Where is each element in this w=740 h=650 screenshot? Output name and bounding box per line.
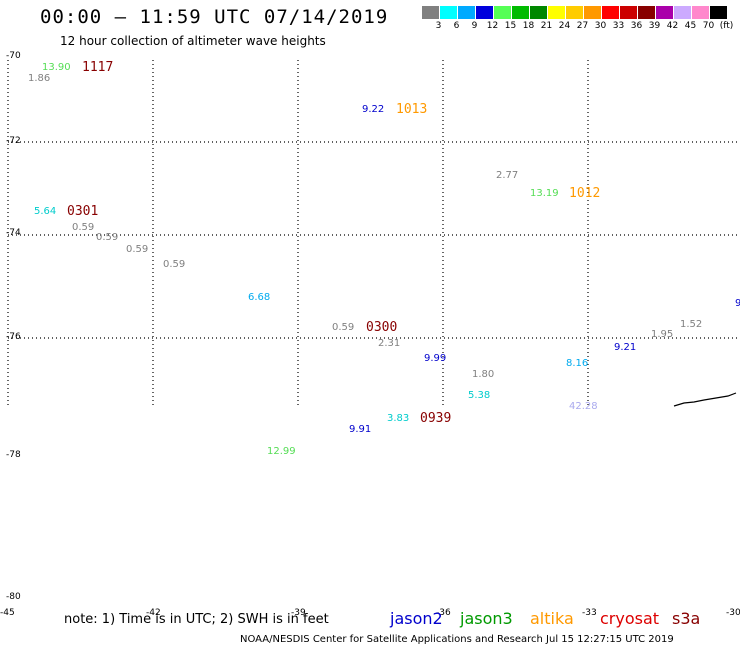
colorbar-swatch [566,6,583,19]
colorbar-swatch [458,6,475,19]
colorbar-swatch [710,6,727,19]
colorbar-label: 6 [453,21,460,31]
lat-label: -74 [6,228,21,238]
pass-time: 1012 [569,186,601,201]
swh-value: 9.99 [424,353,447,364]
pass-time: 1013 [396,102,428,117]
legend-cryosat: cryosat [600,609,660,628]
map-title: 00:00 – 11:59 UTC 07/14/2019 [40,6,389,28]
map-subtitle: 12 hour collection of altimeter wave hei… [60,34,326,48]
swh-value: 3.83 [387,413,410,424]
colorbar-label: 18 [522,21,535,31]
colorbar-swatch [494,6,511,19]
colorbar-label: 27 [576,21,589,31]
colorbar-label: 70 [702,21,715,31]
colorbar-swatch [548,6,565,19]
colorbar-label: 9 [471,21,478,31]
lon-label: -45 [0,608,15,618]
colorbar-swatch [602,6,619,19]
swh-value: 9.22 [362,104,385,115]
lon-label: -30 [726,608,740,618]
lon-label: -42 [146,608,161,618]
colorbar-label: 15 [504,21,517,31]
colorbar-swatch [674,6,691,19]
colorbar-label: 42 [666,21,679,31]
colorbar-swatch [692,6,709,19]
colorbar-label: 33 [612,21,625,31]
colorbar-label: (ft) [719,21,734,31]
colorbar-swatch [656,6,673,19]
lat-label: -76 [6,332,21,342]
legend-jason3: jason3 [460,609,513,628]
swh-value: 2.77 [496,170,519,181]
lat-label: -70 [6,51,21,61]
colorbar-label: 45 [684,21,697,31]
lon-label: -33 [582,608,597,618]
swh-value: 12.99 [267,446,296,457]
colorbar-label: 36 [630,21,643,31]
colorbar-swatch [530,6,547,19]
colorbar-swatch [638,6,655,19]
swh-value: 1.95 [651,329,674,340]
swh-value: 0.59 [163,259,186,270]
swh-value: 0.59 [96,232,119,243]
colorbar-label: 3 [435,21,442,31]
swh-value: 5.64 [34,206,57,217]
lat-label: -80 [6,592,21,602]
swh-value: 0.59 [72,222,95,233]
swh-value: 0.59 [332,322,355,333]
lon-label: -39 [291,608,306,618]
lat-label: -78 [6,450,21,460]
swh-value: 6.68 [248,292,271,303]
swh-value: 42.28 [569,401,598,412]
colorbar-label: 12 [486,21,499,31]
swh-value: 13.19 [530,188,559,199]
swh-value: 5.38 [468,390,491,401]
swh-value: 9 [735,298,740,309]
colorbar-label: 24 [558,21,571,31]
pass-time: 0300 [366,320,398,335]
colorbar-swatch [422,6,439,19]
colorbar-swatch [440,6,457,19]
swh-value: 0.59 [126,244,149,255]
colorbar-swatch [620,6,637,19]
pass-time: 0939 [420,411,452,426]
colorbar-swatch [476,6,493,19]
colorbar-label: 21 [540,21,553,31]
pass-time: 1117 [82,60,114,75]
swh-value: 8.16 [566,358,589,369]
swh-value: 9.91 [349,424,372,435]
swh-value: 2.31 [378,338,401,349]
swh-value: 9.21 [614,342,637,353]
colorbar-label: 30 [594,21,607,31]
swh-value: 1.80 [472,369,495,380]
source-footer: NOAA/NESDIS Center for Satellite Applica… [240,634,674,645]
pass-time: 0301 [67,204,99,219]
units-note: note: 1) Time is in UTC; 2) SWH is in fe… [64,612,329,627]
swh-value: 1.86 [28,73,51,84]
legend-altika: altika [530,609,574,628]
coastline [673,392,737,407]
legend-jason2: jason2 [390,609,443,628]
colorbar-label: 39 [648,21,661,31]
lat-label: -72 [6,136,21,146]
colorbar-swatch [584,6,601,19]
swh-value: 1.52 [680,319,703,330]
lon-label: -36 [436,608,451,618]
colorbar-swatch [512,6,529,19]
swh-value: 13.90 [42,62,71,73]
legend-s3a: s3a [672,609,701,628]
